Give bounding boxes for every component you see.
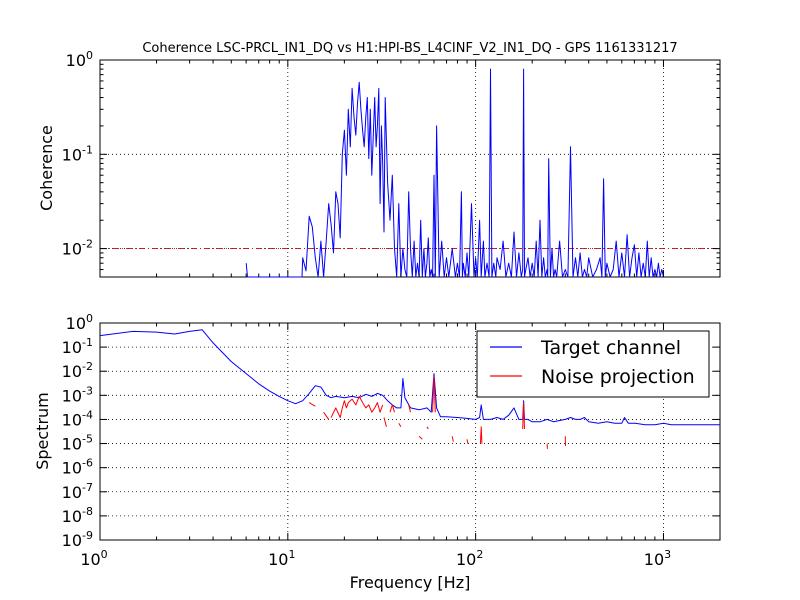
noise-projection-segment — [479, 426, 483, 444]
noise-projection-segment — [398, 422, 402, 427]
noise-projection-segment — [522, 402, 525, 430]
spectrum-y-tick-labels: 100 10-1 10-2 10-3 10-4 10-5 10-6 10-7 10-8 10-9 — [62, 312, 93, 550]
spectrum-y-tick-label: 10-3 — [62, 384, 93, 405]
spectrum-series — [99, 329, 720, 449]
spectrum-ticks — [99, 322, 721, 541]
coherence-line — [245, 68, 664, 278]
spectrum-y-tick-label: 10-9 — [62, 529, 93, 550]
noise-projection-segment — [389, 404, 395, 413]
legend-label-noise: Noise projection — [541, 366, 695, 388]
coherence-axes: 100 10-1 10-2 Coherence — [37, 49, 721, 278]
coherence-y-tick-label: 10-2 — [62, 238, 93, 259]
spectrum-x-tick-label: 102 — [456, 548, 483, 569]
spectrum-y-tick-label: 10-1 — [62, 336, 93, 357]
noise-projection-segment — [308, 402, 316, 407]
noise-projection-segment — [466, 439, 469, 444]
target-channel-line — [99, 329, 720, 426]
x-axis-label: Frequency [Hz] — [350, 573, 471, 592]
spectrum-x-tick-label: 103 — [644, 548, 671, 569]
noise-projection-segment — [432, 376, 436, 413]
chart-title: Coherence LSC-PRCL_IN1_DQ vs H1:HPI-BS_L… — [142, 41, 677, 56]
noise-projection-segment — [408, 404, 411, 413]
spectrum-y-axis-label: Spectrum — [33, 392, 52, 470]
spectrum-x-tick-label: 100 — [80, 548, 107, 569]
coherence-y-tick-label: 100 — [66, 49, 93, 70]
spectrum-y-tick-label: 10-6 — [62, 457, 93, 478]
noise-projection-segment — [383, 417, 387, 427]
noise-projection-segment — [426, 426, 429, 430]
coherence-y-axis-label: Coherence — [37, 125, 56, 211]
noise-projection-segment — [323, 411, 330, 420]
spectrum-y-tick-label: 10-8 — [62, 505, 93, 526]
coherence-y-tick-label: 10-1 — [62, 143, 93, 164]
spectrum-y-tick-label: 10-2 — [62, 360, 93, 381]
spectrum-y-tick-label: 10-4 — [62, 408, 93, 429]
spectrum-axes: 10010-110-210-310-410-510-610-710-810-9 … — [33, 312, 721, 592]
legend: Target channel Noise projection — [476, 330, 710, 398]
legend-box — [476, 330, 710, 398]
noise-projection-segment — [330, 395, 384, 418]
coherence-y-tick-labels: 100 10-1 10-2 — [62, 49, 93, 259]
spectrum-y-tick-label: 10-5 — [62, 433, 93, 454]
legend-label-target: Target channel — [540, 337, 681, 359]
noise-projection-segment — [451, 436, 454, 442]
spectrum-y-tick-label: 10-7 — [62, 481, 93, 502]
coherence-ticks — [99, 59, 721, 277]
noise-projection-segment — [418, 435, 423, 440]
spectrum-x-tick-labels: 100 101 102 103 — [80, 548, 671, 569]
spectrum-x-tick-label: 101 — [268, 548, 295, 569]
spectrum-y-tick-label: 100 — [66, 312, 93, 333]
coherence-series — [245, 68, 664, 278]
